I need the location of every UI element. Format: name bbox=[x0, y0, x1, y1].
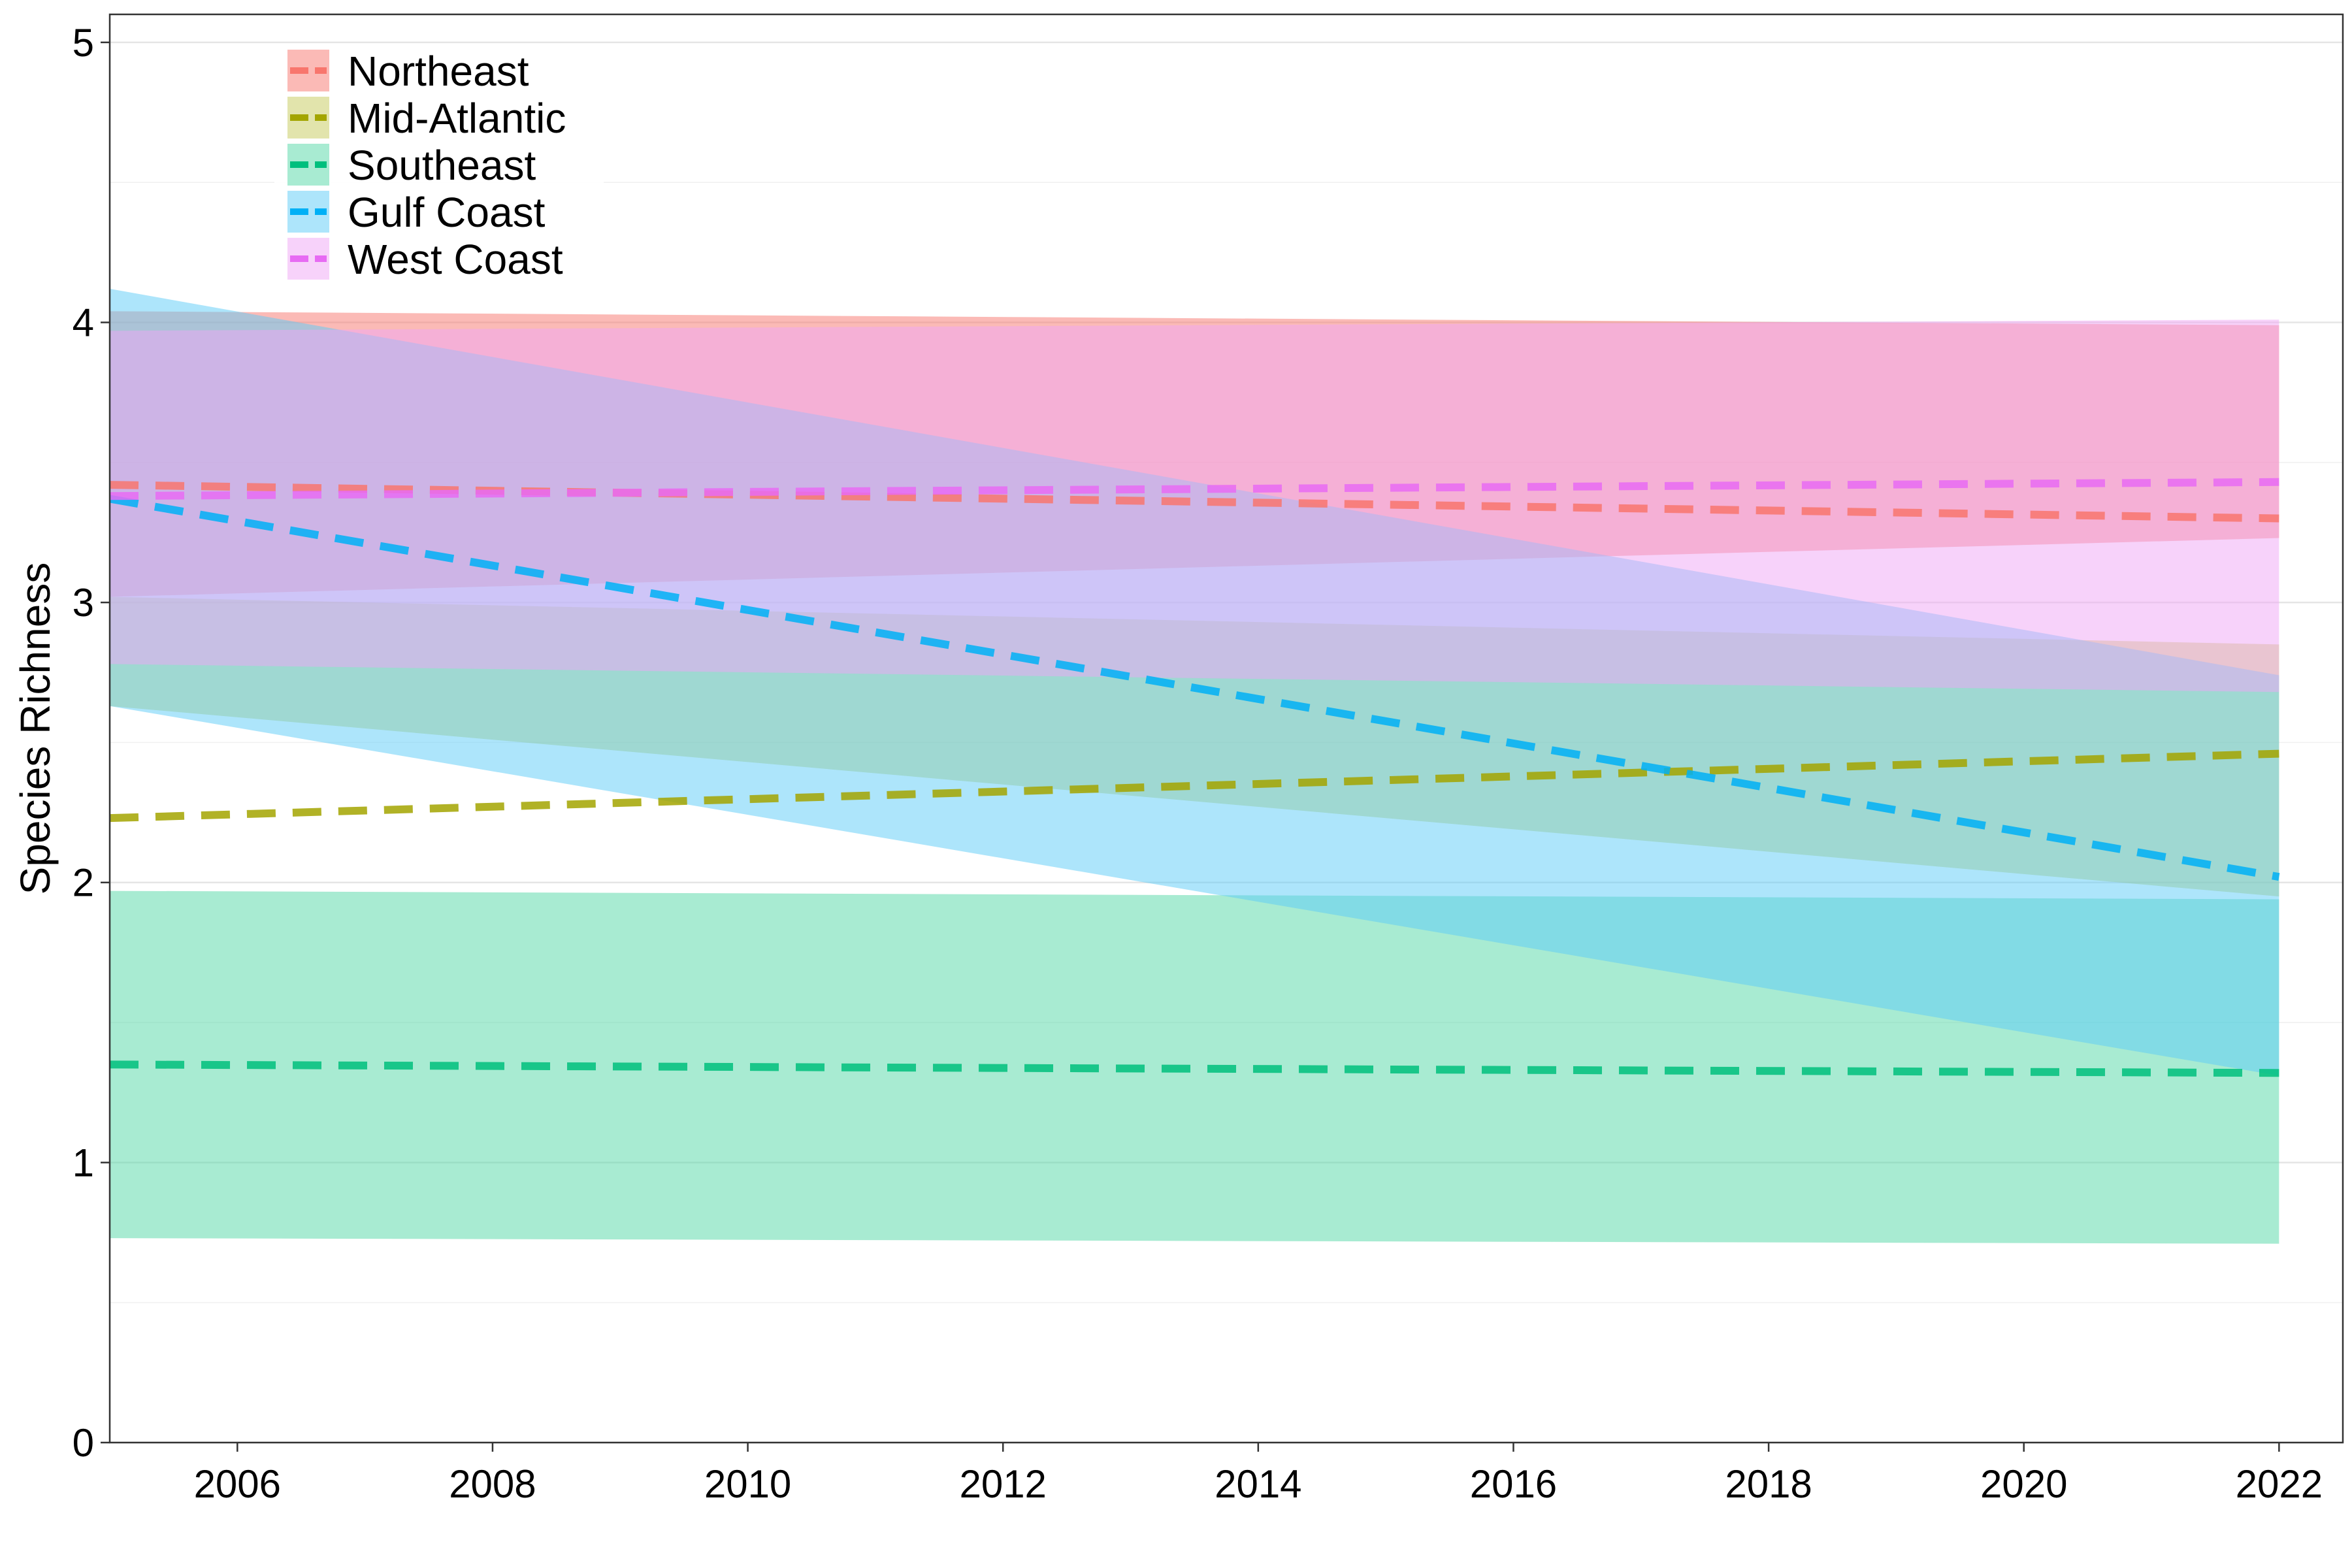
x-tick-label-2010: 2010 bbox=[704, 1462, 791, 1506]
x-tick-label-2012: 2012 bbox=[959, 1462, 1046, 1506]
x-tick-label-2014: 2014 bbox=[1215, 1462, 1301, 1506]
y-axis-title: Species Richness bbox=[12, 563, 59, 895]
y-tick-label-5: 5 bbox=[73, 21, 94, 65]
x-tick-label-2006: 2006 bbox=[194, 1462, 281, 1506]
x-tick-label-2016: 2016 bbox=[1470, 1462, 1557, 1506]
line-southeast bbox=[109, 1060, 2279, 1077]
legend-label-southeast: Southeast bbox=[348, 142, 536, 189]
legend-label-northeast: Northeast bbox=[348, 48, 529, 95]
line-west-coast bbox=[109, 478, 2279, 500]
legend-label-mid-atlantic: Mid-Atlantic bbox=[348, 95, 566, 142]
y-tick-label-1: 1 bbox=[73, 1141, 94, 1184]
panel-border bbox=[108, 13, 2344, 1444]
y-tick-label-4: 4 bbox=[73, 301, 94, 344]
legend-label-gulf-coast: Gulf Coast bbox=[348, 189, 546, 236]
band-west-coast bbox=[110, 319, 2279, 693]
line-northeast bbox=[109, 481, 2279, 523]
x-tick-label-2018: 2018 bbox=[1725, 1462, 1812, 1506]
x-tick-label-2008: 2008 bbox=[449, 1462, 536, 1506]
confidence-bands bbox=[110, 289, 2279, 1244]
line-mid-atlantic bbox=[109, 749, 2279, 823]
x-tick-label-2022: 2022 bbox=[2236, 1462, 2323, 1506]
y-tick-label-0: 0 bbox=[73, 1421, 94, 1465]
y-tick-label-2: 2 bbox=[73, 861, 94, 905]
legend-label-west-coast: West Coast bbox=[348, 236, 563, 283]
line-gulf-coast bbox=[108, 495, 2280, 881]
trend-lines bbox=[108, 478, 2280, 1077]
y-tick-label-3: 3 bbox=[73, 581, 94, 625]
axes: 0 1 2 3 4 5 2006 2008 2010 2012 2014 2016 2018 2020 20… bbox=[73, 21, 2323, 1506]
x-tick-label-2020: 2020 bbox=[1980, 1462, 2067, 1506]
